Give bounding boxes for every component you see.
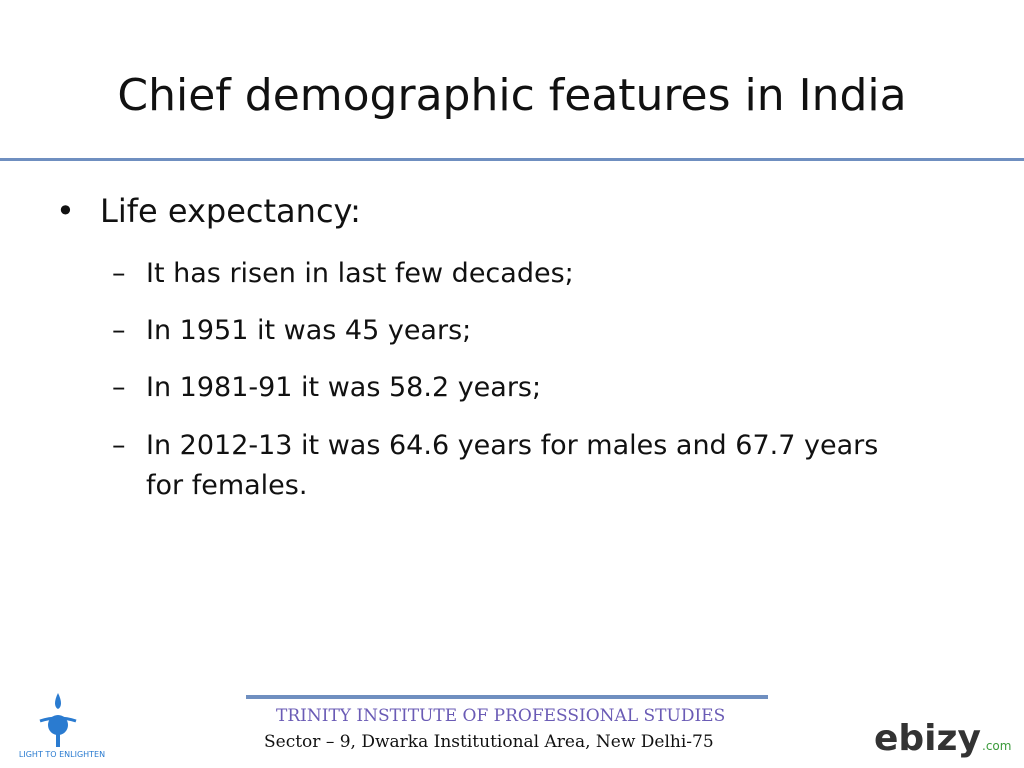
footer-rule [246,695,768,699]
sub-item: – In 2012-13 it was 64.6 years for males … [112,426,892,506]
institute-name: TRINITY INSTITUTE OF PROFESSIONAL STUDIE… [276,706,726,726]
logo-left: LIGHT TO ENLIGHTEN [19,693,105,759]
sub-item: – In 1951 it was 45 years; [112,311,912,351]
logo-right-suffix: .com [982,739,1011,753]
sub-item-text: In 2012-13 it was 64.6 years for males a… [146,430,879,501]
slide-title: Chief demographic features in India [117,70,907,121]
institute-address: Sector – 9, Dwarka Institutional Area, N… [264,732,714,752]
sub-item: – It has risen in last few decades; [112,254,912,294]
sub-item-text: In 1981-91 it was 58.2 years; [146,372,542,403]
logo-right-text: ebizy [874,718,981,759]
sub-item: – In 1981-91 it was 58.2 years; [112,368,912,408]
logo-left-text: LIGHT TO ENLIGHTEN [19,750,105,759]
bullet-text: Life expectancy: [100,192,361,230]
title-rule [0,158,1024,161]
sub-item-text: In 1951 it was 45 years; [146,315,472,346]
logo-right: ebizy .com [874,718,1011,759]
sub-item-text: It has risen in last few decades; [146,258,574,289]
